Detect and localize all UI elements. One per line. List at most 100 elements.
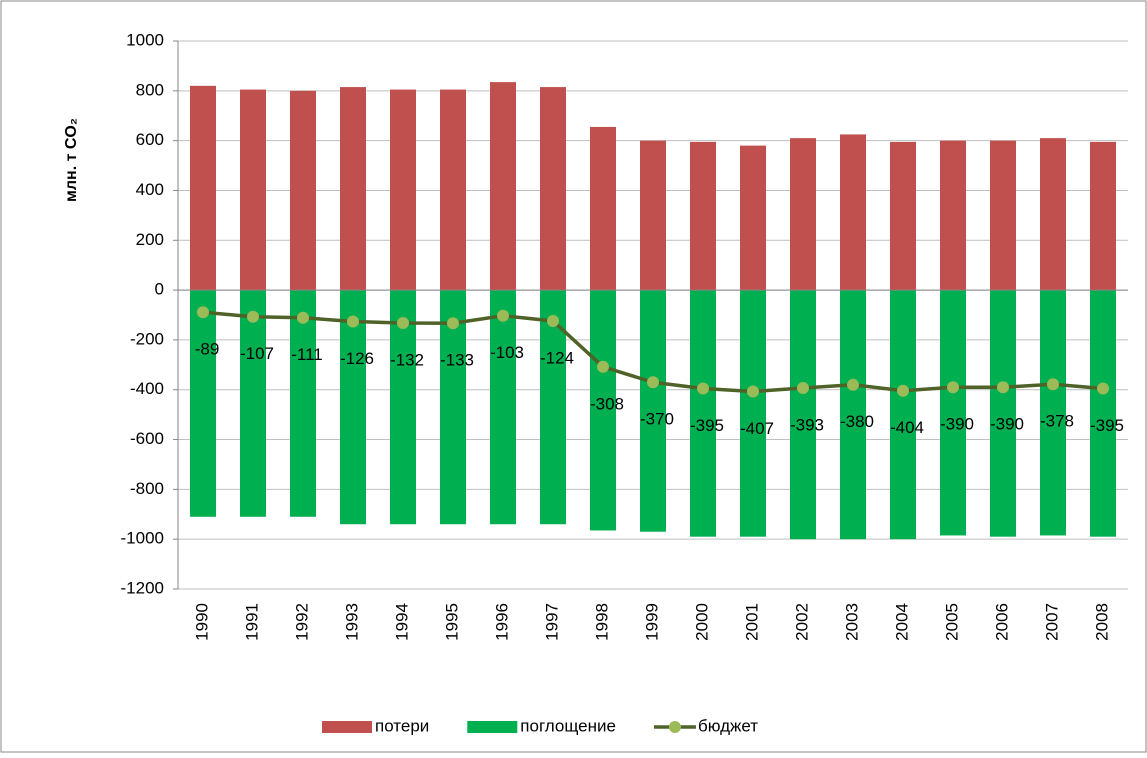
marker bbox=[747, 385, 759, 398]
x-tick-label: 1995 bbox=[442, 603, 461, 641]
bar bbox=[590, 126, 616, 291]
legend-marker bbox=[668, 721, 681, 733]
x-tick-label: 2007 bbox=[1042, 603, 1061, 641]
data-label: -308 bbox=[590, 394, 624, 413]
data-label: -103 bbox=[490, 343, 524, 362]
bar bbox=[640, 140, 666, 291]
x-tick-label: 2003 bbox=[842, 603, 861, 641]
marker bbox=[647, 376, 659, 389]
bar bbox=[340, 290, 366, 525]
y-axis-label: млн. т CO₂ bbox=[63, 118, 80, 202]
x-tick-label: 2005 bbox=[942, 603, 961, 641]
marker bbox=[847, 378, 859, 391]
marker bbox=[897, 384, 909, 397]
marker bbox=[297, 311, 309, 324]
bar bbox=[240, 290, 266, 517]
data-label: -126 bbox=[340, 349, 374, 368]
bar bbox=[190, 290, 216, 517]
data-label: -111 bbox=[291, 345, 323, 364]
marker bbox=[197, 306, 209, 319]
data-label: -370 bbox=[640, 410, 674, 429]
marker bbox=[1047, 378, 1059, 391]
bar bbox=[1040, 138, 1066, 291]
legend-swatch bbox=[322, 721, 372, 733]
bar bbox=[890, 141, 916, 291]
bar bbox=[990, 290, 1016, 537]
marker bbox=[247, 310, 259, 323]
data-label: -404 bbox=[890, 418, 924, 437]
y-tick-label: -1000 bbox=[121, 529, 164, 548]
y-tick-label: -600 bbox=[130, 429, 164, 448]
x-tick-label: 2000 bbox=[692, 603, 711, 641]
bar bbox=[840, 134, 866, 291]
bar bbox=[790, 290, 816, 540]
y-tick-label: -800 bbox=[130, 479, 164, 498]
bar bbox=[940, 290, 966, 536]
data-label: -390 bbox=[940, 415, 974, 434]
bar bbox=[490, 290, 516, 525]
marker bbox=[397, 316, 409, 329]
y-tick-label: 1000 bbox=[126, 30, 164, 49]
legend-label: поглощение bbox=[520, 716, 616, 735]
marker bbox=[547, 314, 559, 327]
bar bbox=[840, 290, 866, 540]
data-label: -395 bbox=[690, 416, 724, 435]
bar bbox=[890, 290, 916, 540]
bar bbox=[790, 138, 816, 291]
bar bbox=[1090, 290, 1116, 537]
bar bbox=[340, 87, 366, 291]
bar bbox=[290, 290, 316, 517]
bar bbox=[1040, 290, 1066, 536]
data-label: -378 bbox=[1040, 412, 1074, 431]
legend-swatch bbox=[467, 721, 518, 733]
marker bbox=[1097, 382, 1109, 395]
bar bbox=[590, 290, 616, 531]
x-tick-label: 2006 bbox=[992, 603, 1011, 641]
bar bbox=[640, 290, 666, 532]
data-label: -393 bbox=[790, 415, 824, 434]
legend-label: бюджет bbox=[698, 716, 758, 735]
data-label: -107 bbox=[240, 344, 274, 363]
y-tick-label: 400 bbox=[136, 180, 164, 199]
data-label: -390 bbox=[990, 415, 1024, 434]
bar bbox=[690, 290, 716, 537]
bar bbox=[990, 140, 1016, 291]
bar bbox=[240, 89, 266, 291]
bar bbox=[940, 140, 966, 291]
marker bbox=[797, 381, 809, 394]
y-tick-label: -1200 bbox=[121, 578, 164, 597]
data-label: -132 bbox=[390, 350, 424, 369]
marker bbox=[997, 381, 1009, 394]
y-tick-label: 800 bbox=[136, 80, 164, 99]
bar bbox=[490, 82, 516, 291]
x-tick-label: 2002 bbox=[792, 603, 811, 641]
y-tick-label: 600 bbox=[136, 130, 164, 149]
x-tick-label: 2004 bbox=[892, 603, 911, 641]
data-label: -407 bbox=[740, 419, 774, 438]
x-tick-label: 1990 bbox=[192, 603, 211, 641]
x-tick-label: 1997 bbox=[542, 603, 561, 641]
y-tick-label: 0 bbox=[155, 280, 164, 299]
y-tick-label: 200 bbox=[136, 230, 164, 249]
bar bbox=[740, 145, 766, 291]
marker bbox=[697, 382, 709, 395]
y-tick-label: -200 bbox=[130, 329, 164, 348]
bar bbox=[390, 89, 416, 291]
x-tick-label: 2008 bbox=[1092, 603, 1111, 641]
bar bbox=[690, 141, 716, 291]
x-tick-label: 1999 bbox=[642, 603, 661, 641]
data-label: -133 bbox=[440, 351, 474, 370]
marker bbox=[447, 317, 459, 330]
bar bbox=[740, 290, 766, 537]
data-label: -380 bbox=[840, 412, 874, 431]
legend-label: потери bbox=[375, 716, 429, 735]
bar bbox=[190, 85, 216, 291]
y-tick-label: -400 bbox=[130, 379, 164, 398]
x-tick-label: 1991 bbox=[242, 603, 261, 641]
bar bbox=[440, 89, 466, 291]
bar bbox=[390, 290, 416, 525]
x-tick-label: 1994 bbox=[392, 603, 411, 641]
x-tick-label: 1993 bbox=[342, 603, 361, 641]
